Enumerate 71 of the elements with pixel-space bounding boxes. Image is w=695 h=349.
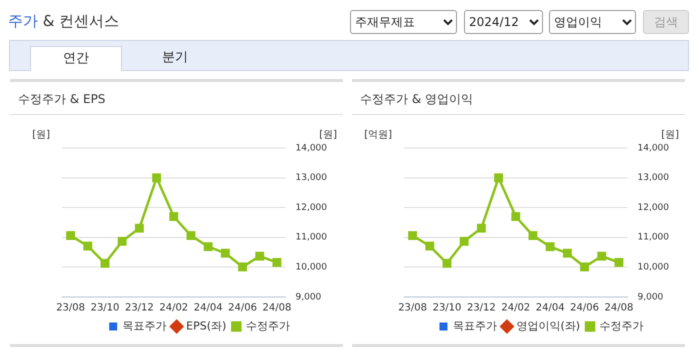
point bbox=[83, 242, 92, 250]
point bbox=[186, 231, 196, 240]
point bbox=[476, 224, 486, 233]
x-tick-label: 24/02 bbox=[159, 302, 188, 314]
point bbox=[597, 252, 606, 261]
text: 분기 bbox=[161, 49, 189, 67]
x-tick-label: 24/06 bbox=[228, 302, 257, 314]
point bbox=[494, 173, 503, 182]
x-tick-label: 24/02 bbox=[501, 302, 530, 314]
legend-label: 목표주가 bbox=[122, 319, 167, 332]
y2-tick-label: 13,000 bbox=[638, 173, 670, 184]
text: 연간 bbox=[30, 46, 122, 71]
y2-tick-label: 11,000 bbox=[296, 232, 328, 243]
y2-tick-label: 12,000 bbox=[638, 202, 670, 213]
x-tick-label: 23/10 bbox=[90, 302, 120, 314]
text: 검색 bbox=[643, 10, 689, 34]
point bbox=[546, 242, 555, 252]
y2-axis-title: [원] bbox=[319, 130, 338, 141]
point bbox=[528, 231, 538, 240]
point bbox=[66, 231, 76, 240]
point bbox=[238, 262, 247, 272]
y2-tick-label: 14,000 bbox=[638, 143, 670, 154]
legend-label: EPS(좌) bbox=[186, 319, 226, 332]
y2-tick-label: 10,000 bbox=[296, 262, 328, 273]
point bbox=[425, 242, 434, 250]
dropdown: 2024/12 bbox=[464, 10, 543, 34]
y-axis-title: [원] bbox=[32, 130, 50, 141]
legend-label: 목표주가 bbox=[452, 319, 497, 332]
point bbox=[204, 242, 213, 252]
legend-label: 수정주가 bbox=[246, 319, 290, 332]
point bbox=[169, 212, 178, 221]
point bbox=[272, 258, 282, 267]
point bbox=[562, 248, 572, 258]
y2-tick-label: 10,000 bbox=[638, 262, 670, 273]
point bbox=[408, 231, 418, 240]
x-tick-label: 24/04 bbox=[194, 302, 223, 314]
y2-tick-label: 14,000 bbox=[296, 143, 328, 154]
point bbox=[511, 212, 520, 221]
point bbox=[220, 248, 230, 258]
chart-title: 수정주가 & EPS bbox=[18, 91, 106, 108]
x-tick-label: 23/08 bbox=[398, 302, 428, 314]
y2-tick-label: 9,000 bbox=[296, 292, 322, 302]
dropdown: 영업이익 bbox=[549, 10, 636, 34]
point bbox=[614, 258, 624, 267]
x-tick-label: 23/08 bbox=[56, 302, 86, 314]
point bbox=[118, 236, 127, 246]
point bbox=[580, 262, 589, 272]
y-axis-title: [억원] bbox=[364, 130, 392, 141]
chart-title: 수정주가 & 영업이익 bbox=[360, 91, 473, 108]
point bbox=[255, 252, 264, 261]
y2-tick-label: 11,000 bbox=[638, 232, 670, 243]
x-tick-label: 24/08 bbox=[604, 302, 634, 314]
legend-label: 수정주가 bbox=[600, 319, 644, 332]
text: 주가 & 컨센서스 bbox=[8, 12, 120, 31]
x-tick-label: 24/06 bbox=[570, 302, 599, 314]
point bbox=[152, 173, 161, 182]
point bbox=[100, 258, 110, 268]
point bbox=[134, 224, 144, 233]
x-tick-label: 23/12 bbox=[124, 302, 154, 314]
dropdown: 주재무제표 bbox=[350, 10, 457, 34]
y2-tick-label: 12,000 bbox=[296, 202, 328, 213]
x-tick-label: 24/08 bbox=[262, 302, 292, 314]
x-tick-label: 24/04 bbox=[536, 302, 565, 314]
x-tick-label: 23/12 bbox=[466, 302, 496, 314]
y2-tick-label: 13,000 bbox=[296, 173, 328, 184]
y2-tick-label: 9,000 bbox=[638, 292, 664, 302]
point bbox=[460, 236, 469, 246]
legend-label: 영업이익(좌) bbox=[516, 319, 580, 332]
x-tick-label: 23/10 bbox=[432, 302, 462, 314]
point bbox=[442, 258, 452, 268]
y2-axis-title: [원] bbox=[661, 130, 680, 141]
